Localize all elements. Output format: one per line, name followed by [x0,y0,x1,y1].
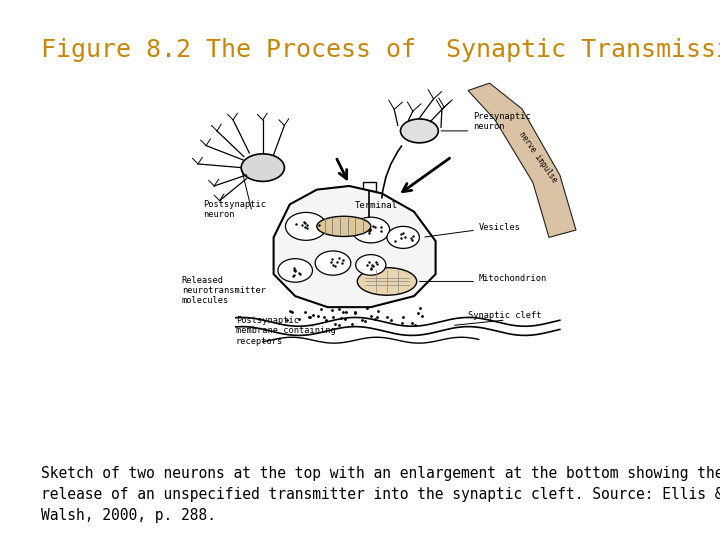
Text: nerve impulse: nerve impulse [517,130,559,184]
Polygon shape [468,83,576,238]
Text: Released
neurotransmitter
molecules: Released neurotransmitter molecules [181,276,266,306]
Ellipse shape [357,268,417,295]
Ellipse shape [356,217,383,235]
Text: Figure 8.2 The Process of  Synaptic Transmission: Figure 8.2 The Process of Synaptic Trans… [41,38,720,62]
Circle shape [285,212,327,240]
Text: Mitochondrion: Mitochondrion [479,274,547,284]
Circle shape [356,255,386,275]
Text: Postsynaptic
membrane containing
receptors: Postsynaptic membrane containing recepto… [236,316,336,346]
Ellipse shape [241,154,284,181]
Circle shape [387,226,419,248]
Circle shape [352,217,390,243]
Bar [363,183,376,192]
Circle shape [278,259,312,282]
PathPatch shape [274,186,436,307]
Ellipse shape [317,216,371,237]
Circle shape [315,251,351,275]
Text: Sketch of two neurons at the top with an enlargement at the bottom showing the
r: Sketch of two neurons at the top with an… [41,467,720,523]
Text: Vesicles: Vesicles [479,223,521,232]
Text: Synaptic cleft: Synaptic cleft [468,311,541,320]
Text: Postsynaptic
neuron: Postsynaptic neuron [204,200,266,219]
Text: Terminal: Terminal [355,201,397,210]
Text: Presynaptic
neuron: Presynaptic neuron [474,112,531,131]
Ellipse shape [400,119,438,143]
